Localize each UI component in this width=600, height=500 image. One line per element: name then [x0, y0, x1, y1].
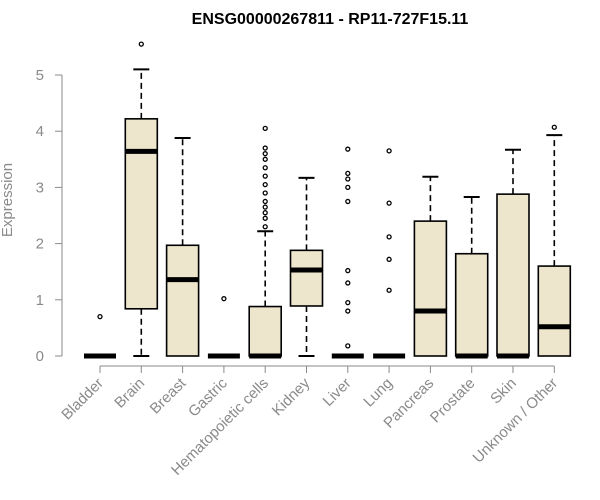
- box-breast: [165, 136, 200, 357]
- box-unknown-other: [537, 124, 572, 357]
- chart-title: ENSG00000267811 - RP11-727F15.11: [192, 11, 469, 28]
- outlier-point: [345, 343, 351, 349]
- box-body: [454, 252, 489, 357]
- y-tick-label: 1: [36, 292, 44, 309]
- box-body: [124, 118, 159, 310]
- outlier-point: [345, 280, 351, 286]
- outlier-point: [262, 204, 268, 210]
- outlier-point: [345, 146, 351, 152]
- y-tick-label: 5: [36, 67, 44, 84]
- outlier-point: [262, 156, 268, 162]
- outlier-point: [262, 173, 268, 179]
- box-liver: [331, 146, 364, 359]
- x-tick-label: Breast: [147, 374, 190, 417]
- box-body: [248, 305, 282, 357]
- outlier-point: [345, 176, 351, 182]
- outlier-point: [262, 151, 268, 157]
- outlier-point: [262, 215, 268, 221]
- x-tick-label: Kidney: [269, 374, 314, 419]
- y-tick-label: 0: [36, 348, 44, 365]
- outlier-point: [138, 41, 144, 47]
- outlier-point: [262, 165, 268, 171]
- outlier-point: [345, 170, 351, 177]
- outlier-point: [386, 256, 392, 262]
- x-tick-label: Lung: [360, 375, 396, 411]
- outlier-point: [551, 124, 557, 130]
- box-pancreas: [413, 175, 448, 357]
- outlier-point: [262, 210, 268, 216]
- y-tick-label: 4: [36, 123, 44, 140]
- y-tick-label: 3: [36, 179, 44, 196]
- outlier-point: [386, 148, 392, 154]
- box-hematopoietic-cells: [248, 125, 282, 359]
- box-prostate: [454, 195, 489, 359]
- outlier-point: [262, 145, 268, 151]
- box-brain: [124, 41, 159, 357]
- box-kidney: [289, 176, 324, 357]
- x-tick-label: Liver: [320, 375, 355, 410]
- x-tick-label: Bladder: [58, 375, 107, 424]
- outlier-point: [262, 190, 268, 196]
- box-bladder: [84, 314, 116, 359]
- outlier-point: [262, 224, 268, 230]
- box-lung: [373, 148, 406, 359]
- x-tick-label: Brain: [111, 375, 148, 412]
- outlier-point: [386, 200, 392, 206]
- outlier-point: [262, 125, 268, 132]
- outlier-point: [262, 181, 268, 188]
- outlier-point: [221, 296, 227, 302]
- x-tick-label: Skin: [487, 375, 520, 408]
- outlier-point: [345, 184, 351, 191]
- outlier-point: [345, 299, 351, 306]
- box-body: [537, 265, 572, 357]
- outlier-point: [386, 287, 392, 293]
- outlier-point: [345, 308, 351, 314]
- box-body: [413, 220, 448, 357]
- box-series: [84, 41, 572, 359]
- y-tick-label: 2: [36, 236, 44, 253]
- box-body: [165, 244, 200, 357]
- outlier-point: [97, 314, 103, 320]
- outlier-point: [345, 267, 351, 274]
- y-axis: 0 1 2 3 4 5: [36, 67, 63, 365]
- box-body: [496, 193, 530, 357]
- y-axis-label: Expression: [0, 163, 16, 237]
- outlier-point: [386, 234, 392, 240]
- x-tick-label: Prostate: [427, 375, 479, 427]
- box-skin: [496, 148, 530, 359]
- outlier-point: [345, 198, 351, 205]
- box-gastric: [207, 296, 240, 359]
- outlier-point: [262, 198, 268, 205]
- box-body: [289, 249, 324, 307]
